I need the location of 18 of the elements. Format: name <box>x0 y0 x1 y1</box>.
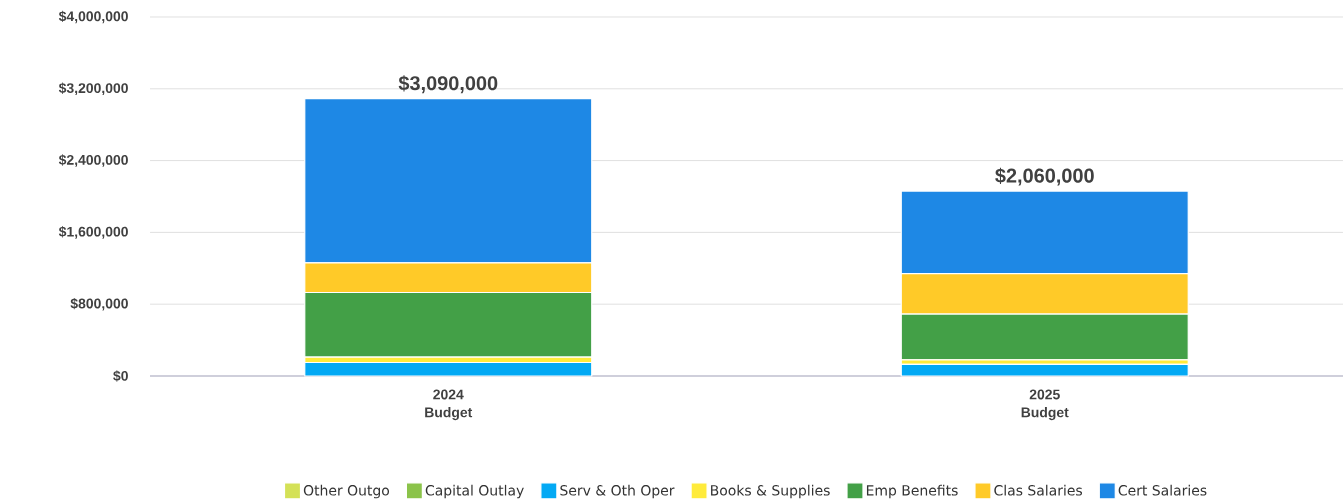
y-tick-label: $800,000 <box>70 297 128 311</box>
legend-label: Emp Benefits <box>866 484 958 499</box>
legend-label: Other Outgo <box>303 484 390 499</box>
legend-label: Books & Supplies <box>711 484 830 499</box>
bar <box>900 363 1189 377</box>
x-tick-label: 2024 Budget <box>425 389 473 421</box>
legend-label: Serv & Oth Oper <box>560 484 675 499</box>
y-tick-label: $1,600,000 <box>58 226 128 239</box>
y-tick-label: $3,200,000 <box>58 82 128 96</box>
total-label: $2,060,000 <box>995 167 1094 186</box>
total-label: $3,090,000 <box>398 75 498 94</box>
legend-label: Cert Salaries <box>1118 484 1207 496</box>
legend-label: Clas Salaries <box>994 484 1083 496</box>
y-tick-label: $0 <box>113 370 128 382</box>
x-tick-label: 2025 Budget <box>1021 389 1069 421</box>
y-tick-label: $2,400,000 <box>58 154 128 167</box>
legend-label: Capital Outlay <box>425 484 524 499</box>
y-tick-label: $4,000,000 <box>58 10 128 24</box>
